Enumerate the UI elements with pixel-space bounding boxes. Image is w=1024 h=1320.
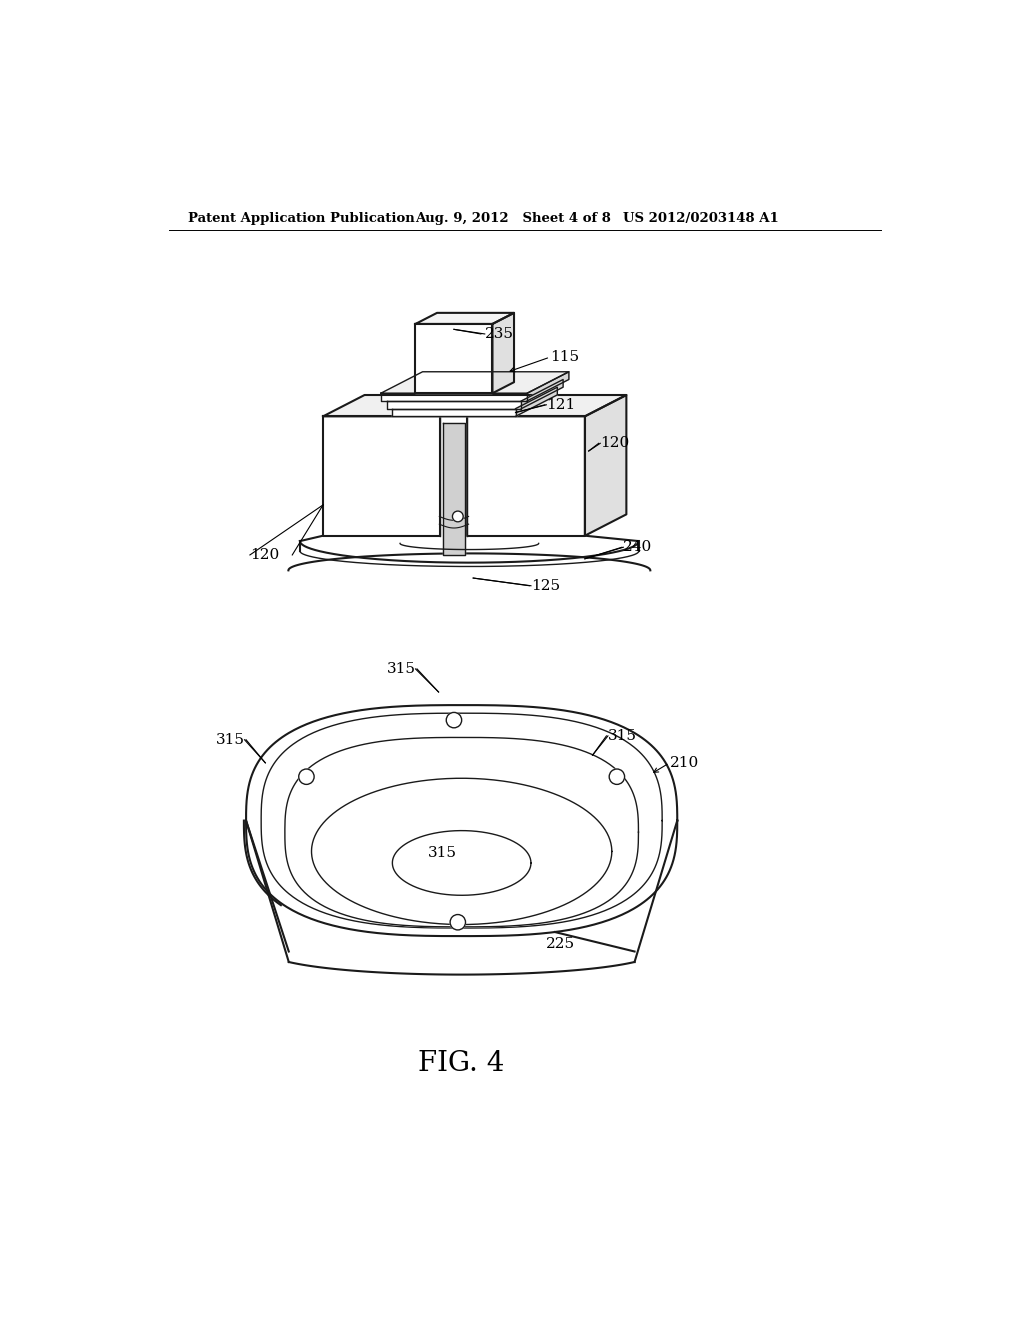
Polygon shape: [585, 395, 627, 536]
Polygon shape: [493, 313, 514, 393]
Text: 235: 235: [484, 327, 514, 341]
Polygon shape: [323, 395, 627, 416]
Polygon shape: [311, 779, 611, 924]
Text: Aug. 9, 2012   Sheet 4 of 8: Aug. 9, 2012 Sheet 4 of 8: [416, 213, 611, 224]
Text: 240: 240: [624, 540, 652, 554]
Polygon shape: [515, 387, 557, 416]
Polygon shape: [387, 401, 521, 409]
Polygon shape: [443, 422, 465, 554]
Polygon shape: [246, 705, 677, 936]
Polygon shape: [467, 416, 585, 536]
Text: 210: 210: [670, 756, 698, 770]
Circle shape: [453, 511, 463, 521]
Text: 125: 125: [531, 578, 560, 593]
Text: Patent Application Publication: Patent Application Publication: [188, 213, 415, 224]
Circle shape: [451, 915, 466, 929]
Polygon shape: [527, 372, 569, 401]
Text: 121: 121: [547, 397, 575, 412]
Polygon shape: [285, 738, 638, 927]
Text: US 2012/0203148 A1: US 2012/0203148 A1: [624, 213, 779, 224]
Polygon shape: [381, 372, 569, 393]
Circle shape: [609, 770, 625, 784]
Polygon shape: [381, 393, 527, 401]
Text: 315: 315: [428, 846, 457, 859]
Text: FIG. 4: FIG. 4: [419, 1049, 505, 1077]
Text: 120: 120: [250, 548, 280, 562]
Text: 315: 315: [386, 661, 416, 676]
Text: 315: 315: [215, 733, 245, 747]
Text: 120: 120: [600, 437, 630, 450]
Text: 115: 115: [550, 350, 580, 364]
Polygon shape: [416, 313, 514, 323]
Text: 225: 225: [547, 937, 575, 950]
Polygon shape: [416, 323, 493, 393]
Polygon shape: [261, 713, 663, 928]
Circle shape: [299, 770, 314, 784]
Polygon shape: [323, 416, 440, 536]
Polygon shape: [392, 409, 515, 416]
Text: 315: 315: [608, 729, 637, 743]
Polygon shape: [521, 379, 563, 409]
Polygon shape: [392, 830, 531, 895]
Circle shape: [446, 713, 462, 727]
